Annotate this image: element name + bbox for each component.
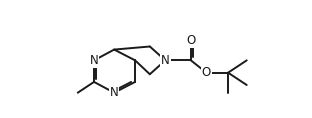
Text: O: O (202, 66, 211, 79)
Text: N: N (110, 86, 119, 99)
Text: N: N (161, 54, 170, 67)
Text: N: N (90, 54, 98, 67)
Text: O: O (186, 34, 196, 47)
